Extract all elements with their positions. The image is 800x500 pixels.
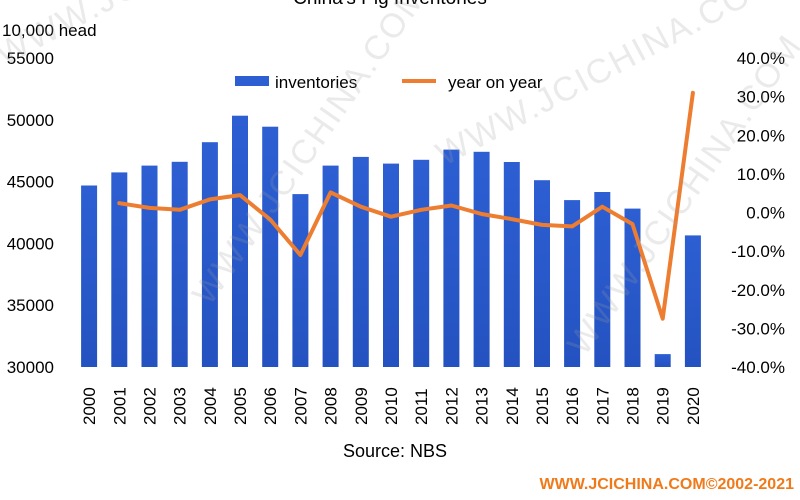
bar-2002 (141, 165, 158, 367)
bar-2004 (201, 142, 218, 367)
chart-title: China's Pig Inventories (293, 0, 487, 9)
y-tick-label: 35000 (7, 296, 54, 315)
x-tick-label: 2004 (201, 387, 220, 425)
copyright-label: WWW.JCICHINA.COM©2002-2021 (539, 476, 794, 493)
legend-label-inventories: inventories (275, 73, 357, 92)
y2-tick-label: -30.0% (731, 319, 785, 338)
y2-tick-label: -20.0% (731, 281, 785, 300)
x-tick-label: 2016 (563, 387, 582, 425)
x-tick-label: 2018 (624, 387, 643, 425)
bar-2012 (443, 149, 460, 367)
series-line-year-on-year (117, 90, 695, 321)
legend-label-year-on-year: year on year (448, 73, 543, 92)
y2-tick-label: -10.0% (731, 242, 785, 261)
bar-2013 (473, 151, 490, 367)
bar-2011 (413, 159, 430, 367)
bar-2003 (171, 161, 188, 367)
y2-tick-label: 20.0% (737, 126, 785, 145)
y-tick-label: 30000 (7, 358, 54, 377)
source-label: Source: NBS (343, 441, 447, 461)
legend: inventories year on year (235, 73, 543, 92)
x-tick-label: 2003 (171, 387, 190, 425)
x-tick-label: 2015 (533, 387, 552, 425)
bar-2017 (594, 192, 611, 367)
x-tick-label: 2011 (412, 388, 431, 425)
x-tick-label: 2017 (593, 387, 612, 425)
x-tick-label: 2010 (382, 387, 401, 425)
y2-tick-label: 10.0% (737, 165, 785, 184)
y-tick-label: 50000 (7, 111, 54, 130)
x-tick-label: 2019 (654, 387, 673, 425)
x-tick-label: 2013 (473, 387, 492, 425)
x-tick-label: 2001 (110, 387, 129, 425)
y2-tick-label: 40.0% (737, 49, 785, 68)
bar-2010 (383, 163, 399, 367)
x-tick-label: 2009 (352, 387, 371, 425)
y2-tick-label: -40.0% (731, 358, 785, 377)
legend-swatch-inventories (235, 76, 269, 86)
x-tick-label: 2002 (141, 387, 160, 425)
y2-tick-label: 0.0% (746, 204, 785, 223)
bar-2016 (564, 200, 581, 367)
x-tick-label: 2000 (80, 387, 99, 425)
bar-2008 (322, 165, 339, 367)
y2-tick-label: 30.0% (737, 88, 785, 107)
x-tick-label: 2008 (322, 387, 341, 425)
bar-2007 (292, 194, 309, 367)
bar-2006 (262, 126, 279, 367)
x-tick-label: 2014 (503, 387, 522, 425)
x-tick-label: 2005 (231, 387, 250, 425)
x-tick-label: 2012 (442, 387, 461, 425)
bar-2015 (534, 180, 550, 367)
bar-2020 (684, 235, 701, 367)
x-tick-label: 2020 (684, 387, 703, 425)
bar-2009 (352, 156, 369, 367)
y-axis-unit-label: 10,000 head (2, 21, 97, 40)
y-tick-label: 40000 (7, 234, 54, 253)
x-tick-label: 2007 (291, 387, 310, 425)
bar-2018 (624, 208, 641, 367)
bar-2000 (81, 185, 98, 367)
x-tick-label: 2006 (261, 387, 280, 425)
bar-2001 (111, 172, 128, 367)
bar-2005 (232, 115, 248, 367)
bar-2019 (654, 354, 671, 367)
y-tick-label: 55000 (7, 49, 54, 68)
bar-2014 (503, 162, 520, 367)
y-tick-label: 45000 (7, 173, 54, 192)
